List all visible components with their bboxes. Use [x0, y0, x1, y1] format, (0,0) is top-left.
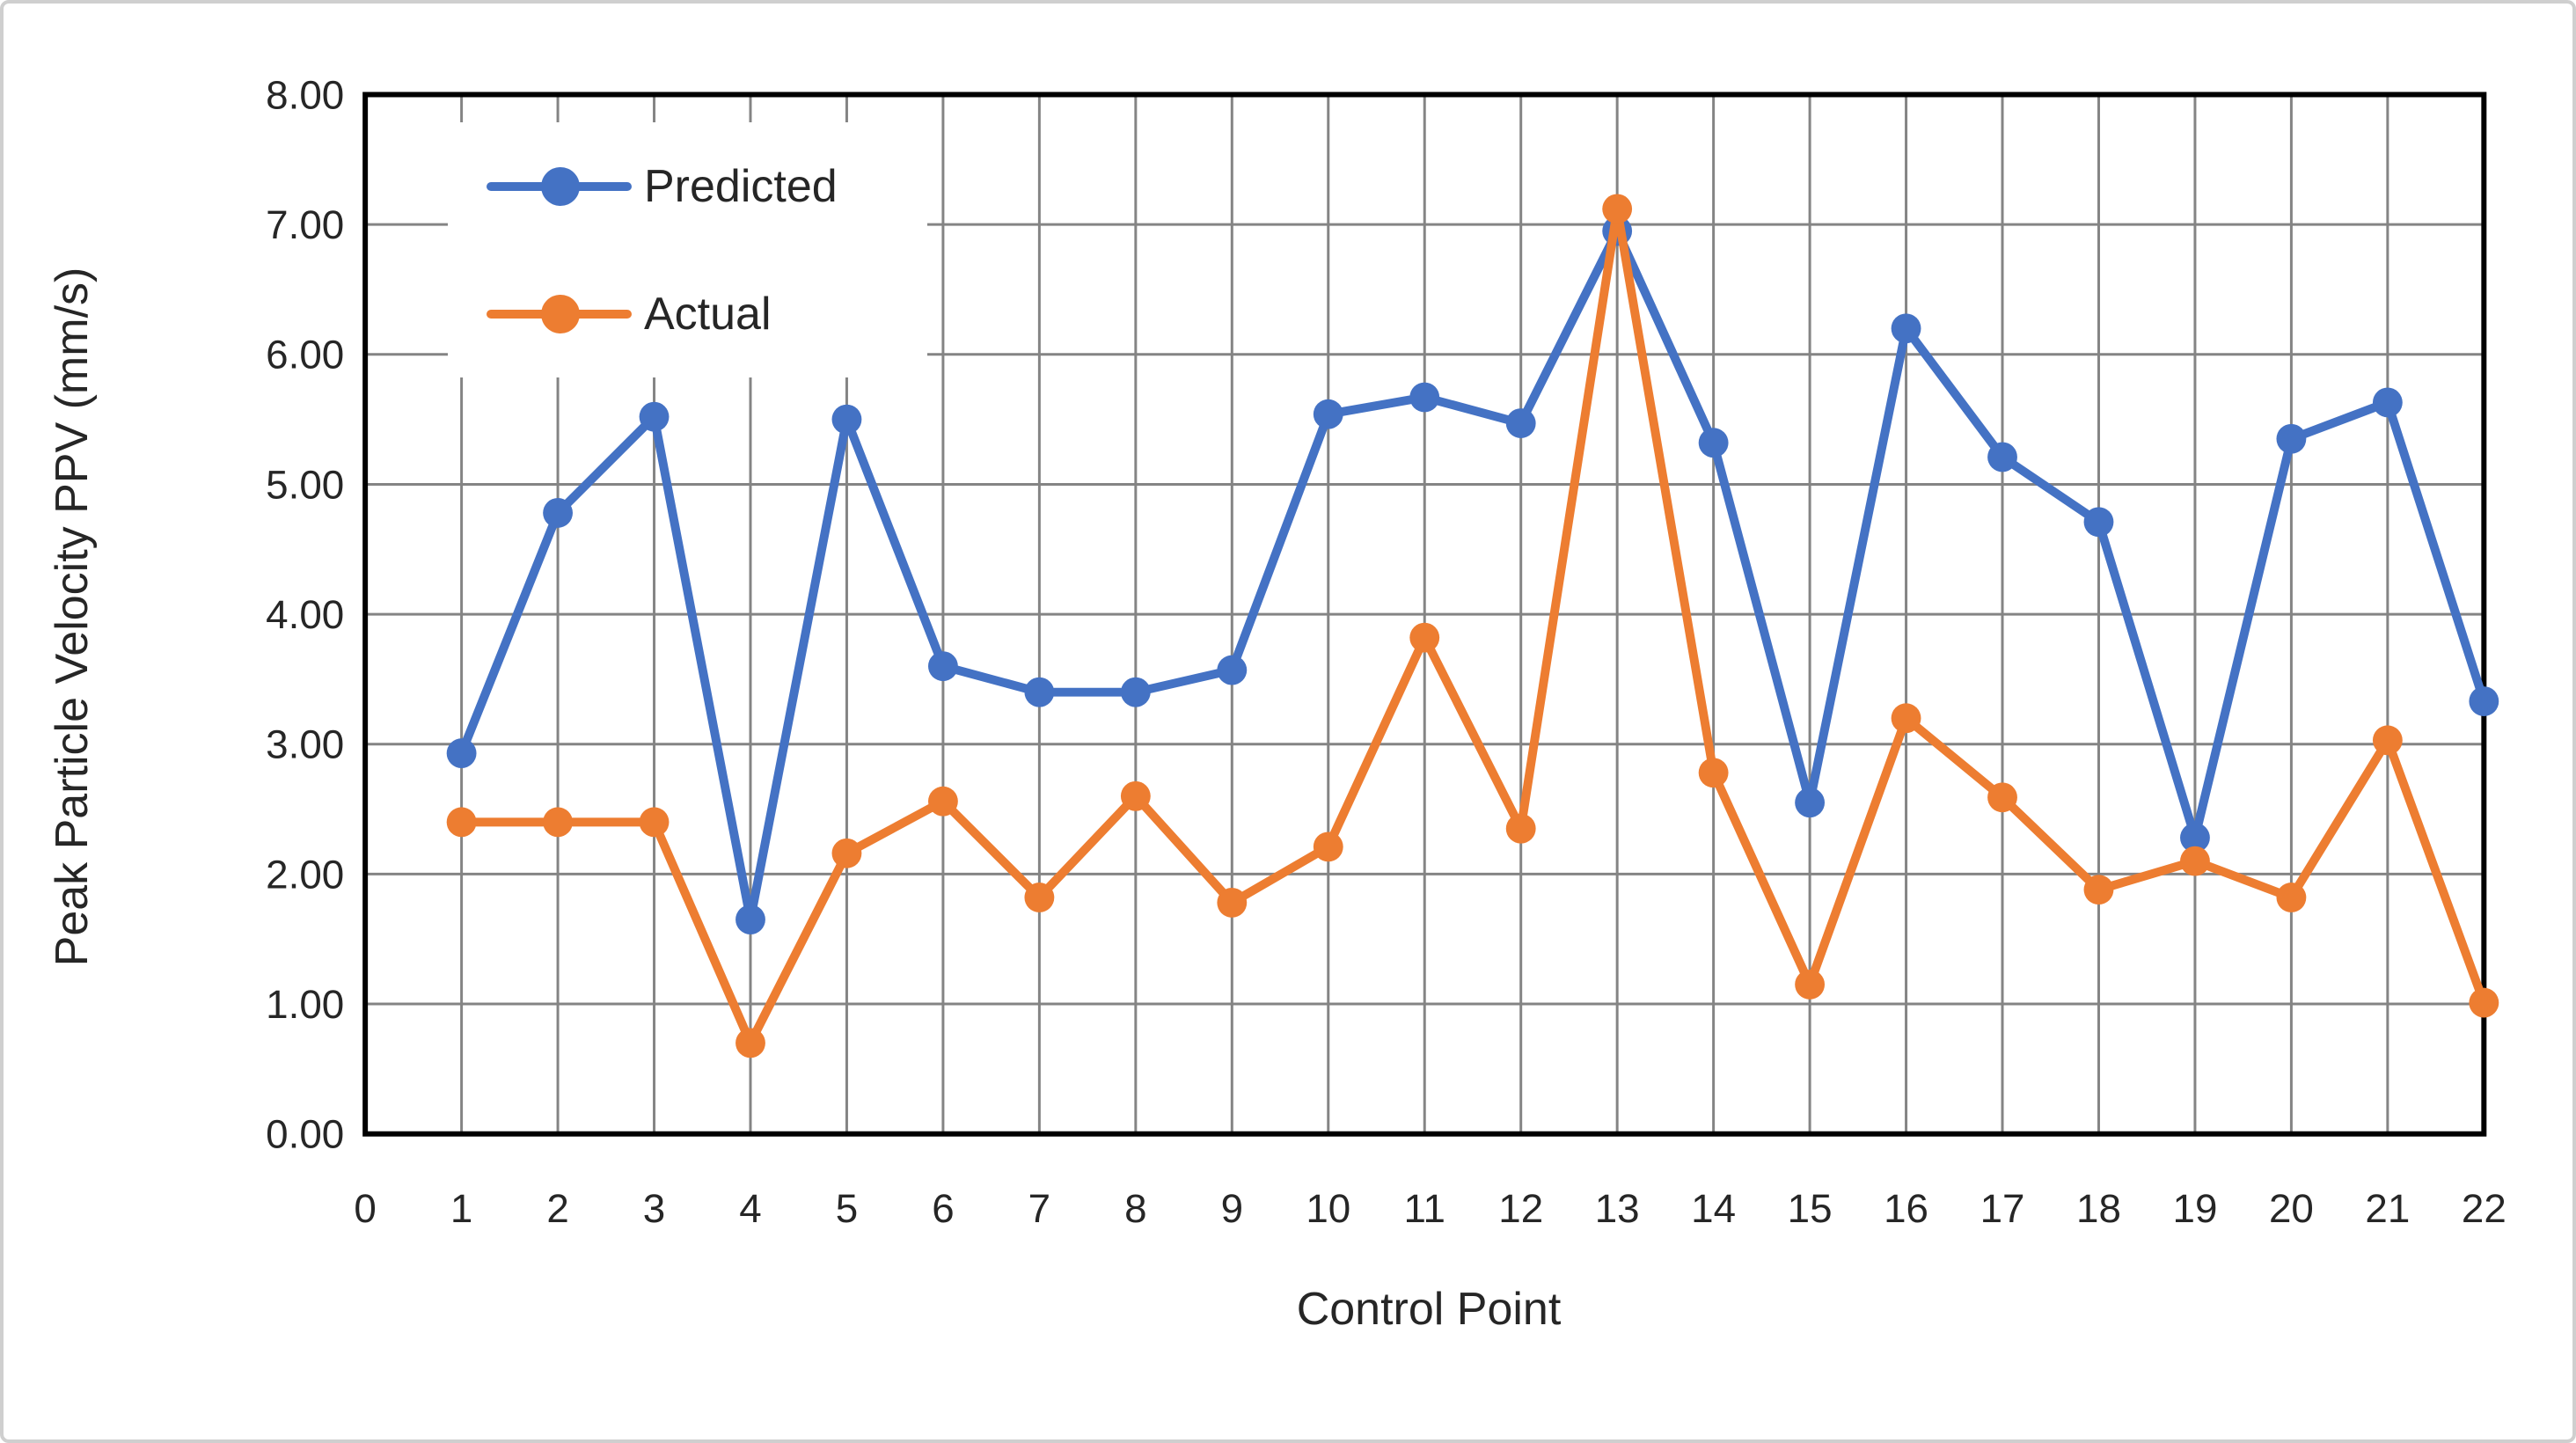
legend-item-actual: Actual: [448, 275, 927, 354]
marker-actual-cp11: [1409, 622, 1440, 653]
actual-line-marker-icon: [487, 294, 632, 333]
marker-actual-cp12: [1505, 813, 1536, 844]
y-tick-label-0.00: 0.00: [266, 1112, 344, 1157]
marker-actual-cp1: [446, 807, 477, 838]
series-line-predicted: [457, 226, 2489, 925]
series-line-actual: [457, 204, 2489, 1048]
y-tick-label-2.00: 2.00: [266, 852, 344, 897]
legend-item-predicted: Predicted: [448, 147, 927, 226]
marker-actual-cp10: [1313, 831, 1343, 862]
marker-predicted-cp18: [2083, 507, 2114, 538]
y-tick-label-6.00: 6.00: [266, 333, 344, 377]
marker-actual-cp14: [1698, 758, 1729, 788]
x-tick-label-6: 6: [932, 1186, 954, 1231]
x-tick-label-16: 16: [1884, 1186, 1928, 1231]
marker-actual-cp6: [928, 786, 958, 817]
marker-predicted-cp6: [928, 651, 958, 682]
x-tick-label-22: 22: [2462, 1186, 2506, 1231]
x-axis-title: Control Point: [1296, 1284, 1562, 1335]
marker-actual-cp9: [1217, 887, 1248, 918]
x-tick-label-12: 12: [1498, 1186, 1543, 1231]
y-axis-title: Peak Particle Velocity PPV (mm/s): [47, 267, 98, 967]
y-tick-label-7.00: 7.00: [266, 202, 344, 247]
marker-actual-cp13: [1602, 194, 1633, 224]
marker-predicted-cp10: [1313, 399, 1343, 429]
y-tick-label-4.00: 4.00: [266, 592, 344, 637]
legend: Predicted Actual: [448, 122, 927, 377]
x-tick-label-4: 4: [739, 1186, 761, 1231]
x-tick-label-17: 17: [1980, 1186, 2025, 1231]
marker-predicted-cp4: [735, 905, 765, 934]
marker-predicted-cp7: [1024, 677, 1055, 707]
x-tick-label-8: 8: [1124, 1186, 1146, 1231]
x-tick-label-11: 11: [1403, 1186, 1445, 1231]
marker-predicted-cp9: [1217, 655, 1248, 685]
marker-predicted-cp8: [1120, 677, 1151, 707]
marker-actual-cp20: [2276, 883, 2307, 912]
x-tick-label-19: 19: [2172, 1186, 2217, 1231]
marker-predicted-cp11: [1409, 382, 1440, 413]
x-tick-label-14: 14: [1691, 1186, 1736, 1231]
legend-label-predicted: Predicted: [644, 160, 838, 212]
x-tick-label-2: 2: [546, 1186, 568, 1231]
marker-predicted-cp1: [446, 738, 477, 769]
x-tick-label-10: 10: [1306, 1186, 1350, 1231]
marker-actual-cp17: [1987, 782, 2017, 813]
x-tick-label-0: 0: [354, 1186, 376, 1231]
x-tick-label-1: 1: [450, 1186, 472, 1231]
predicted-line-marker-icon: [487, 166, 632, 206]
marker-predicted-cp20: [2276, 423, 2307, 454]
marker-actual-cp8: [1120, 780, 1151, 811]
marker-actual-cp5: [831, 838, 862, 868]
x-tick-label-9: 9: [1221, 1186, 1243, 1231]
marker-predicted-cp19: [2180, 823, 2210, 853]
marker-actual-cp22: [2469, 987, 2499, 1018]
x-tick-label-5: 5: [836, 1186, 858, 1231]
legend-label-actual: Actual: [644, 288, 772, 340]
marker-predicted-cp15: [1795, 787, 1826, 818]
marker-actual-cp4: [735, 1028, 765, 1058]
marker-predicted-cp21: [2372, 387, 2403, 418]
marker-predicted-cp5: [831, 404, 862, 435]
marker-actual-cp15: [1795, 969, 1826, 1000]
y-tick-label-1.00: 1.00: [266, 982, 344, 1027]
marker-actual-cp7: [1024, 883, 1055, 912]
y-tick-label-5.00: 5.00: [266, 462, 344, 507]
y-tick-label-8.00: 8.00: [266, 72, 344, 117]
marker-predicted-cp12: [1505, 408, 1536, 438]
marker-actual-cp2: [543, 807, 573, 838]
marker-predicted-cp3: [639, 401, 670, 432]
x-tick-label-20: 20: [2269, 1186, 2314, 1231]
marker-actual-cp21: [2372, 725, 2403, 756]
marker-actual-cp18: [2083, 875, 2114, 905]
x-tick-label-15: 15: [1788, 1186, 1833, 1231]
x-tick-label-3: 3: [643, 1186, 665, 1231]
marker-actual-cp16: [1891, 703, 1921, 734]
marker-actual-cp3: [639, 807, 670, 838]
x-tick-label-21: 21: [2365, 1186, 2410, 1231]
x-tick-label-13: 13: [1595, 1186, 1640, 1231]
chart-canvas: 0.001.002.003.004.005.006.007.008.000 1 2 3…: [266, 72, 2506, 1231]
y-tick-label-3.00: 3.00: [266, 722, 344, 767]
marker-predicted-cp17: [1987, 442, 2017, 472]
x-tick-label-7: 7: [1028, 1186, 1050, 1231]
plot-border: [362, 92, 2487, 1137]
marker-actual-cp19: [2180, 846, 2210, 876]
marker-predicted-cp2: [543, 498, 573, 528]
marker-predicted-cp14: [1698, 428, 1729, 458]
marker-predicted-cp22: [2469, 686, 2499, 716]
marker-predicted-cp16: [1891, 313, 1921, 344]
x-tick-label-18: 18: [2076, 1186, 2121, 1231]
